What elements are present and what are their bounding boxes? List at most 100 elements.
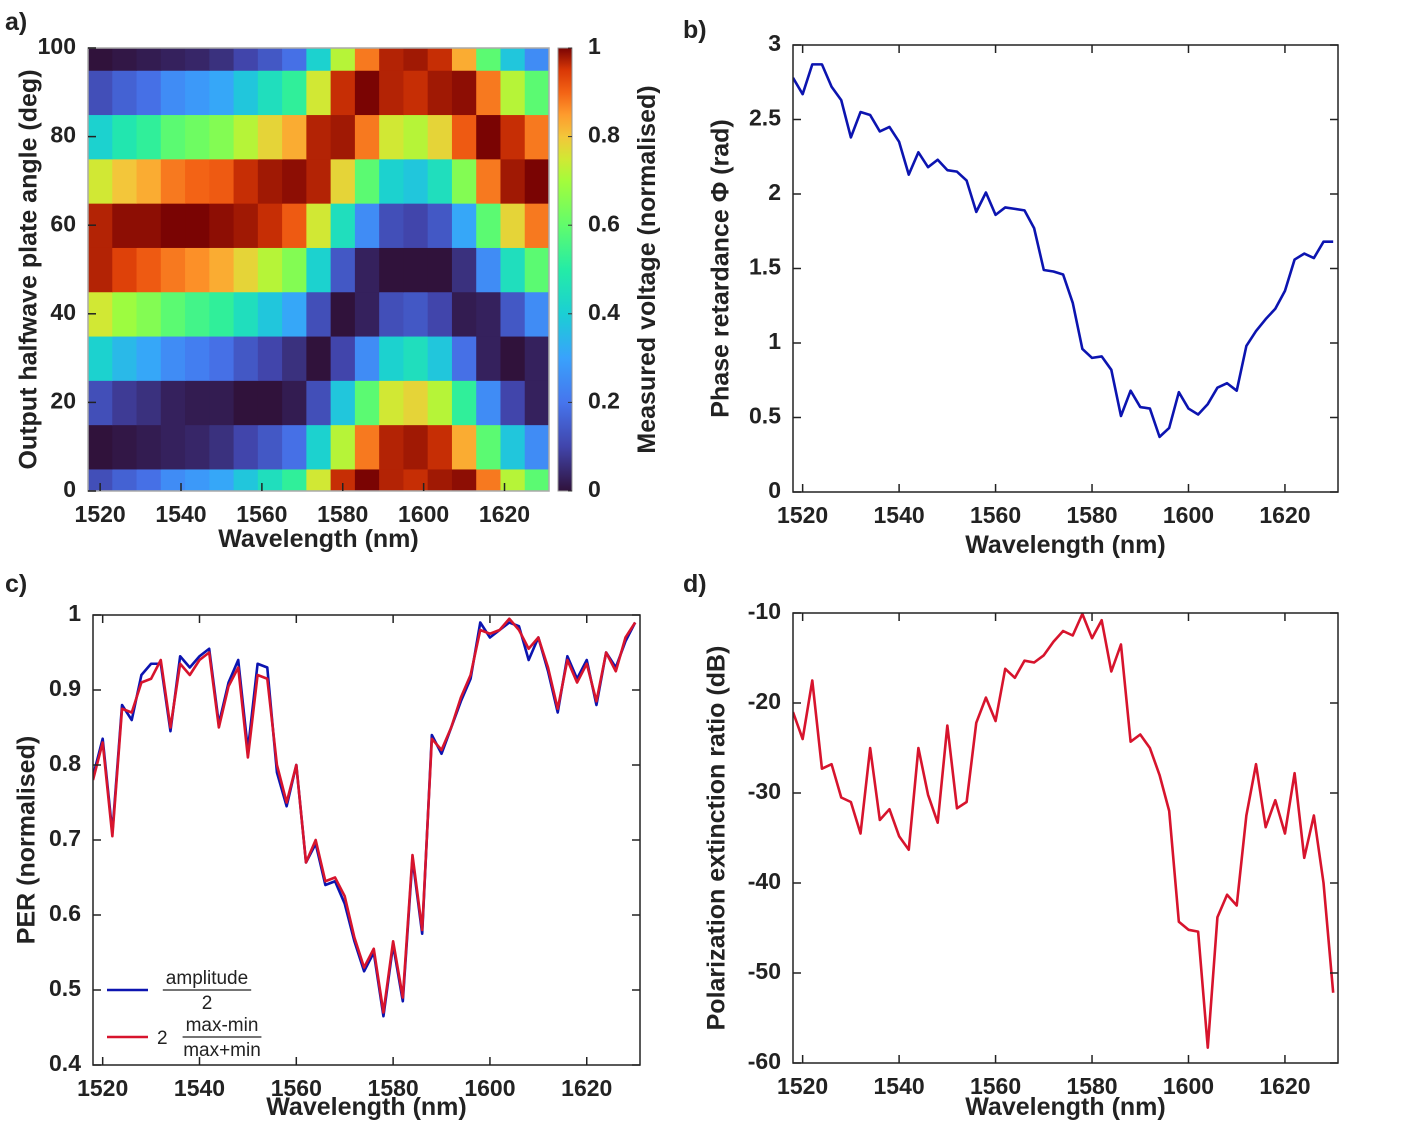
- data-line: [93, 617, 637, 1014]
- colorbar-tick-label: 0: [588, 476, 601, 502]
- heatmap-cell: [330, 380, 356, 426]
- heatmap-cell: [282, 203, 307, 248]
- x-axis-title: Wavelength (nm): [266, 1093, 466, 1121]
- x-tick-label: 1540: [174, 1075, 225, 1101]
- heatmap-cell: [451, 424, 477, 470]
- heatmap-cell: [451, 468, 477, 491]
- x-tick-label: 1520: [75, 501, 126, 527]
- heatmap-cell: [257, 291, 283, 337]
- heatmap-cell: [500, 48, 526, 71]
- y-tick-label: 0.5: [749, 403, 781, 429]
- x-tick-label: 1620: [479, 501, 530, 527]
- heatmap-cell: [500, 335, 526, 381]
- y-tick-label: -50: [748, 958, 781, 984]
- heatmap-cell: [282, 247, 307, 293]
- colorbar-tick-label: 1: [588, 33, 601, 59]
- heatmap-cell: [306, 424, 332, 470]
- heatmap-cell: [524, 48, 549, 71]
- heatmap-cell: [88, 158, 113, 204]
- heatmap-cell: [306, 380, 332, 426]
- heatmap-cell: [306, 468, 332, 491]
- heatmap-cell: [88, 468, 113, 491]
- heatmap-cell: [427, 468, 453, 491]
- y-tick-label: -20: [748, 688, 781, 714]
- plot-frame: [792, 44, 1339, 493]
- heatmap-cell: [427, 203, 453, 248]
- heatmap-cell: [451, 335, 477, 381]
- heatmap-cell: [476, 203, 502, 248]
- y-tick-label: 40: [50, 299, 76, 325]
- heatmap-cell: [306, 158, 332, 204]
- heatmap-cell: [282, 291, 307, 337]
- x-tick-label: 1600: [1163, 1073, 1214, 1099]
- plot-frame: [92, 614, 641, 1066]
- heatmap-cell: [233, 48, 259, 71]
- x-tick-label: 1580: [317, 501, 368, 527]
- plot-area: [93, 617, 637, 1018]
- heatmap-cell: [257, 203, 283, 248]
- heatmap-cell: [88, 424, 113, 470]
- heatmap-cell: [282, 468, 307, 491]
- heatmap-cell: [160, 291, 186, 337]
- x-tick-label: 1520: [77, 1075, 128, 1101]
- heatmap-cell: [330, 247, 356, 293]
- heatmap-cell: [112, 380, 138, 426]
- heatmap-cell: [233, 424, 259, 470]
- heatmap-cell: [257, 468, 283, 491]
- y-tick-label: -60: [748, 1048, 781, 1074]
- heatmap-cell: [88, 48, 113, 71]
- heatmap-cell: [354, 114, 380, 160]
- heatmap-cell: [257, 424, 283, 470]
- heatmap-cell: [112, 468, 138, 491]
- heatmap-cell: [403, 335, 429, 381]
- heatmap-cell: [306, 291, 332, 337]
- heatmap-cell: [306, 70, 332, 116]
- heatmap-cell: [524, 247, 549, 293]
- heatmap-cell: [379, 335, 405, 381]
- heatmap-cell: [354, 247, 380, 293]
- y-tick-label: -30: [748, 778, 781, 804]
- heatmap-cell: [112, 70, 138, 116]
- heatmap-cell: [500, 291, 526, 337]
- colorbar-tick-label: 0.2: [588, 387, 620, 413]
- heatmap-cell: [524, 291, 549, 337]
- data-line: [793, 63, 1334, 439]
- heatmap-cell: [354, 424, 380, 470]
- heatmap-cell: [88, 335, 113, 381]
- heatmap-cell: [451, 380, 477, 426]
- x-tick-label: 1600: [464, 1075, 515, 1101]
- heatmap-cell: [427, 70, 453, 116]
- y-tick-label: 0.6: [49, 900, 81, 926]
- heatmap-cell: [379, 247, 405, 293]
- y-axis-title: Output halfwave plate angle (deg): [15, 69, 43, 469]
- heatmap-cell: [500, 468, 526, 491]
- heatmap-cell: [282, 380, 307, 426]
- x-tick-label: 1540: [874, 502, 925, 528]
- heatmap-cell: [233, 158, 259, 204]
- heatmap-cell: [476, 158, 502, 204]
- heatmap-cell: [257, 380, 283, 426]
- panel-label: b): [683, 16, 707, 44]
- y-tick-label: 1: [68, 600, 81, 626]
- heatmap-cell: [209, 291, 235, 337]
- heatmap-cell: [476, 114, 502, 160]
- heatmap-cell: [160, 158, 186, 204]
- heatmap-cell: [306, 48, 332, 71]
- heatmap-cell: [427, 380, 453, 426]
- plot-frame: [792, 612, 1339, 1064]
- heatmap-cell: [330, 468, 356, 491]
- heatmap-cell: [330, 291, 356, 337]
- heatmap-cell: [257, 114, 283, 160]
- heatmap-cell: [476, 468, 502, 491]
- x-tick-label: 1560: [271, 1075, 322, 1101]
- heatmap-cell: [136, 424, 162, 470]
- heatmap-cell: [500, 70, 526, 116]
- heatmap-cell: [476, 247, 502, 293]
- heatmap-cell: [282, 158, 307, 204]
- x-axis-title: Wavelength (nm): [218, 525, 418, 553]
- heatmap-cell: [379, 380, 405, 426]
- heatmap-cell: [257, 247, 283, 293]
- heatmap-cell: [185, 70, 210, 116]
- x-tick-label: 1560: [236, 501, 287, 527]
- heatmap-cell: [500, 114, 526, 160]
